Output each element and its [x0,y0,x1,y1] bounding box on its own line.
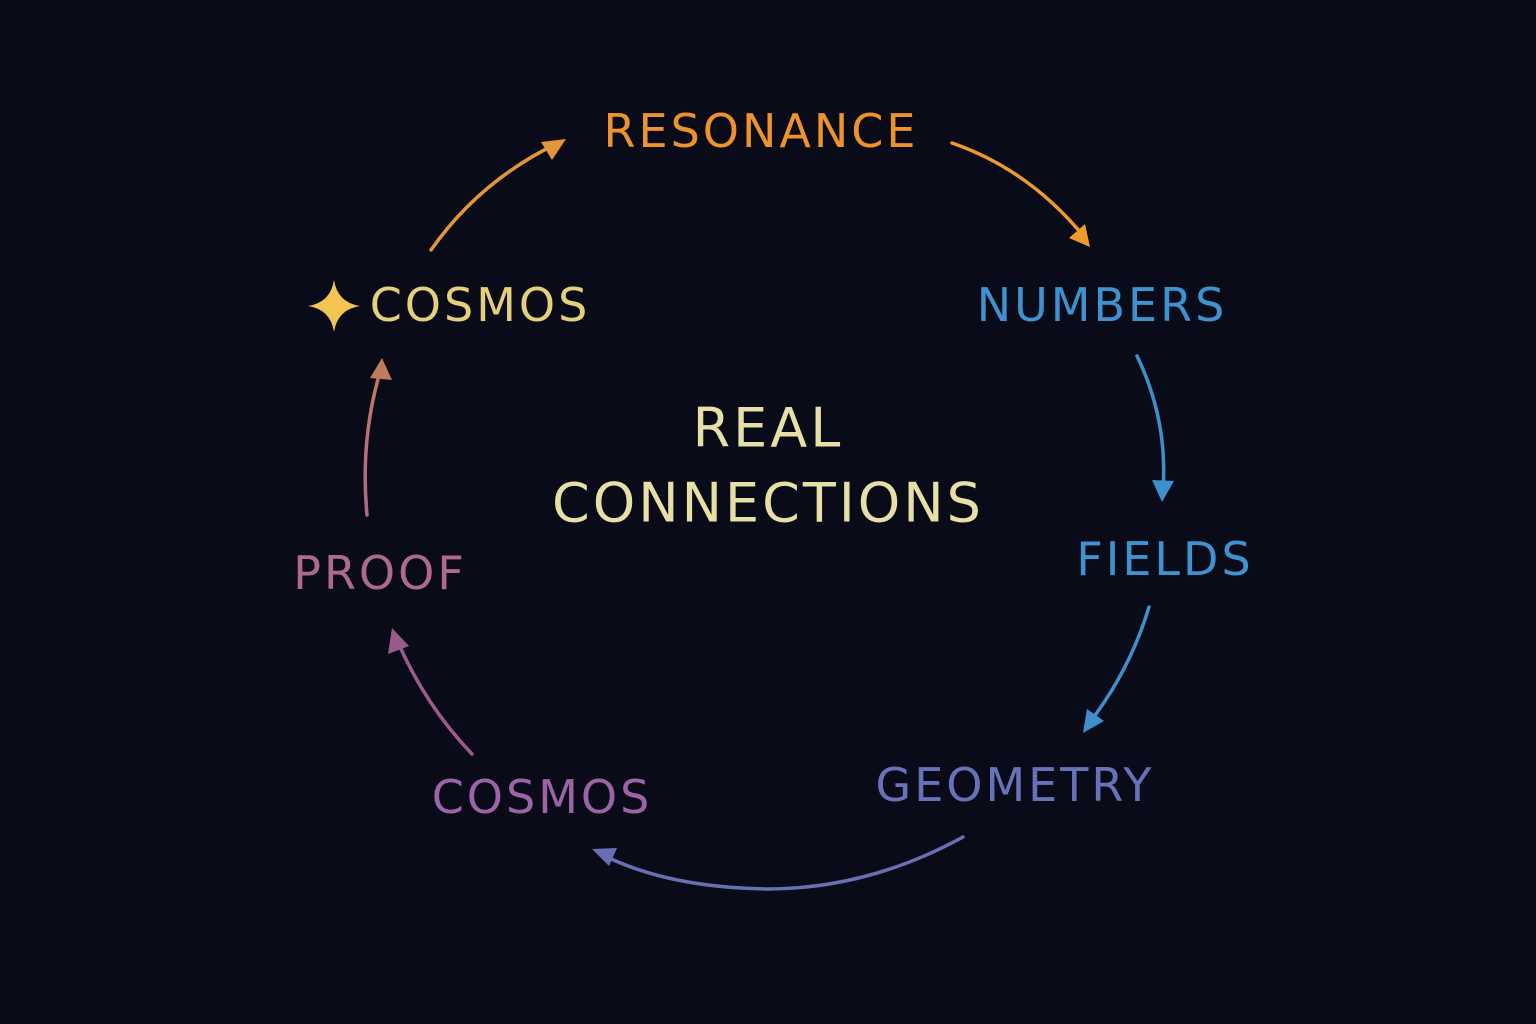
arrowhead-numbers-to-fields [1152,480,1174,502]
arrow-fields-to-geometry [1088,605,1151,724]
node-proof: PROOF [293,546,467,600]
arrow-resonance-to-numbers [950,141,1087,240]
arrowhead-geometry-to-cosmos [592,848,617,866]
arrow-geometry-to-cosmos [603,835,965,891]
arrowhead-cosmos-to-resonance [541,139,566,160]
arrow-cosmos-to-proof [395,638,474,756]
node-numbers: NUMBERS [976,278,1228,332]
node-resonance: RESONANCE [603,104,919,158]
four-point-star-icon [308,280,360,332]
center-title-line-1: REAL [692,396,844,460]
arrowhead-cosmos-to-proof [388,628,409,654]
arrow-cosmos-to-resonance [429,140,562,252]
node-fields: FIELDS [1076,532,1254,586]
node-cosmos-top: COSMOS [369,278,591,332]
arrow-numbers-to-fields [1135,354,1166,492]
center-title-line-2: CONNECTIONS [552,471,984,534]
arrow-proof-to-cosmos [363,370,382,517]
center-title: REAL CONNECTIONS [552,391,984,540]
node-cosmos-bottom: COSMOS [431,770,653,824]
node-geometry: GEOMETRY [875,758,1155,812]
arrowhead-fields-to-geometry [1083,709,1104,733]
arrowhead-proof-to-cosmos [370,358,392,380]
arrowhead-resonance-to-numbers [1069,224,1090,247]
